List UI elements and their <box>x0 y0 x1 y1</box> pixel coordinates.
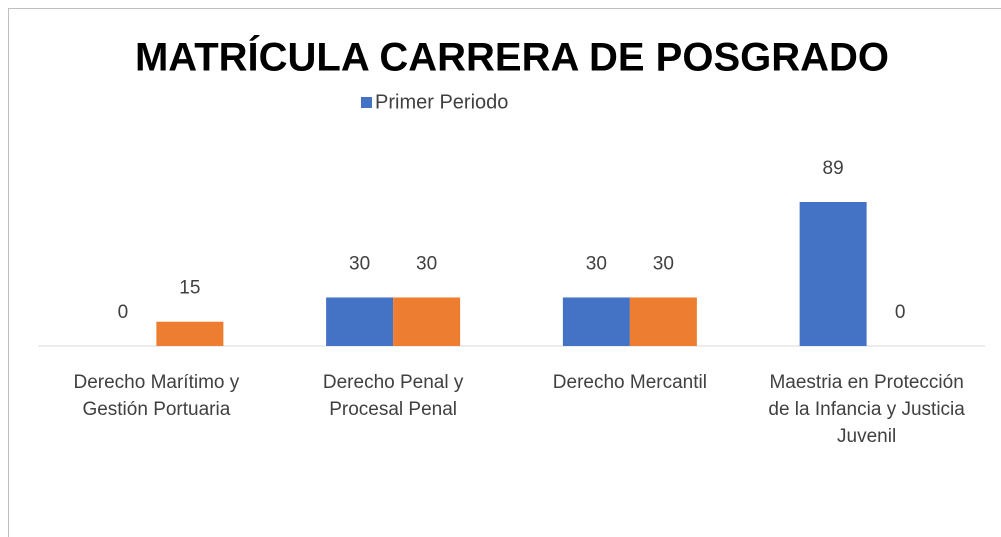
bar <box>562 297 630 346</box>
data-label: 0 <box>895 302 906 323</box>
x-tick-label: Derecho Mercantil <box>552 372 707 393</box>
bar <box>799 202 867 346</box>
x-tick-label: Derecho Marítimo y Gestión Portuaria <box>73 372 240 420</box>
data-label: 0 <box>118 302 129 323</box>
legend-label: Primer Periodo <box>375 91 508 113</box>
data-label: 15 <box>179 278 200 299</box>
legend-swatch <box>361 97 372 108</box>
x-tick-label: Maestria en Protección de la Infancia y … <box>768 372 965 447</box>
data-label: 30 <box>586 253 607 274</box>
bar <box>393 297 461 346</box>
bar <box>326 297 394 346</box>
data-label: 30 <box>653 253 674 274</box>
data-label: 30 <box>416 253 437 274</box>
bar <box>629 297 697 346</box>
chart-frame <box>8 8 1001 537</box>
data-label: 89 <box>823 158 844 179</box>
x-tick-label: Derecho Penal y Procesal Penal <box>322 372 464 420</box>
bar <box>156 321 224 346</box>
data-label: 30 <box>349 253 370 274</box>
chart-title: MATRÍCULA CARRERA DE POSGRADO <box>135 35 889 80</box>
